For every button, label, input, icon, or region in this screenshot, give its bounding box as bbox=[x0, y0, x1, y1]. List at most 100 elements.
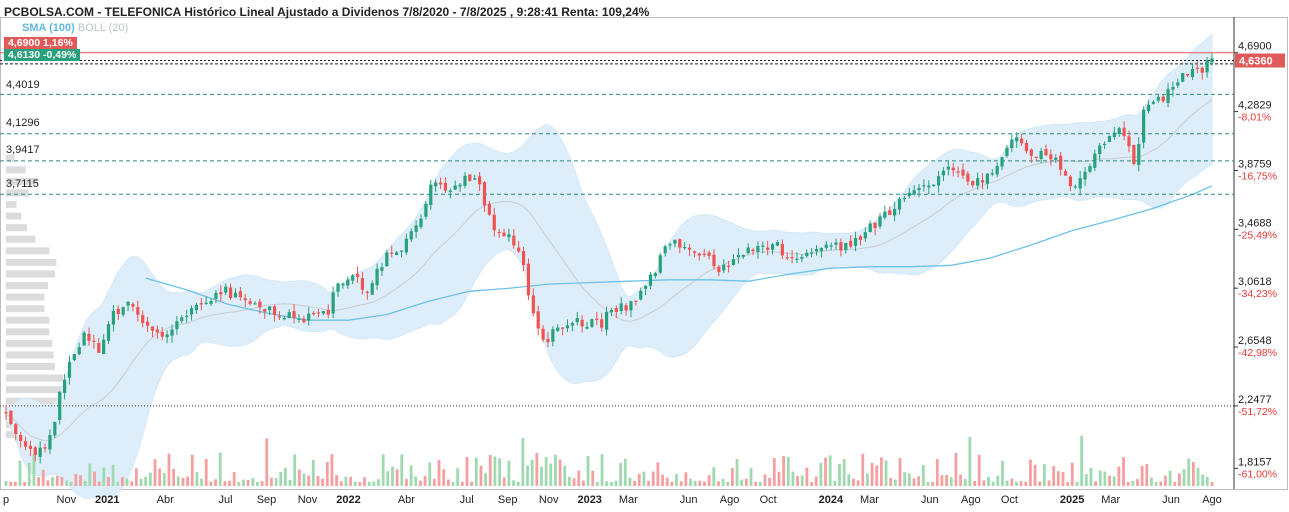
candle-body bbox=[1185, 73, 1190, 76]
candle-body bbox=[702, 253, 706, 255]
volume-bar bbox=[758, 481, 762, 486]
plot-frame bbox=[0, 17, 1288, 490]
candle-body bbox=[341, 283, 345, 286]
candle-body bbox=[507, 234, 511, 238]
volume-bar bbox=[512, 480, 515, 486]
volume-profile-bar bbox=[6, 224, 27, 232]
candle-body bbox=[53, 421, 57, 436]
candle-body bbox=[741, 255, 745, 257]
candle-body bbox=[946, 166, 950, 170]
volume-bar bbox=[754, 481, 758, 486]
volume-bar bbox=[847, 474, 851, 486]
y-tick-label: 4,2829 bbox=[1238, 100, 1272, 112]
candle-body bbox=[707, 252, 711, 256]
candle-body bbox=[72, 354, 76, 361]
volume-bar bbox=[824, 457, 827, 486]
candle-body bbox=[712, 254, 716, 267]
legend-sma[interactable]: SMA (100) bbox=[22, 22, 75, 34]
volume-bar bbox=[111, 464, 115, 486]
volume-bar bbox=[940, 475, 944, 486]
candle-body bbox=[336, 283, 340, 292]
volume-bar bbox=[507, 460, 511, 486]
volume-bar bbox=[749, 468, 753, 486]
volume-bar bbox=[926, 481, 930, 486]
candle-body bbox=[126, 301, 130, 306]
volume-bar bbox=[1168, 470, 1172, 486]
candle-body bbox=[1024, 142, 1029, 152]
volume-bar bbox=[139, 478, 143, 486]
candle-body bbox=[214, 292, 218, 299]
volume-bar bbox=[265, 438, 269, 486]
candle-body bbox=[687, 247, 692, 250]
volume-bar bbox=[614, 480, 618, 486]
volume-bar bbox=[707, 475, 711, 486]
candle-body bbox=[648, 274, 653, 286]
volume-bar bbox=[1201, 474, 1205, 486]
volume-bar bbox=[27, 462, 31, 486]
candle-body bbox=[370, 283, 374, 295]
legend-boll[interactable]: BOLL (20) bbox=[77, 22, 129, 34]
candle-body bbox=[121, 307, 125, 315]
volume-profile-bar bbox=[6, 386, 69, 394]
candle-body bbox=[556, 327, 560, 331]
candle-body bbox=[736, 255, 740, 258]
x-tick-label: Abr bbox=[157, 494, 174, 506]
volume-bar bbox=[107, 476, 110, 486]
x-tick-label: Jun bbox=[1162, 494, 1180, 506]
x-tick-label: Nov bbox=[298, 494, 318, 506]
volume-bar bbox=[1187, 458, 1191, 486]
candle-body bbox=[268, 306, 272, 311]
volume-profile-bar bbox=[6, 189, 29, 197]
volume-profile-bar bbox=[6, 154, 15, 162]
volume-bar bbox=[726, 481, 730, 486]
volume-bar bbox=[526, 465, 529, 486]
chart-legend[interactable]: SMA (100) BOLL (20) bbox=[22, 22, 128, 34]
volume-bar bbox=[842, 459, 846, 486]
volume-bar bbox=[949, 477, 953, 486]
volume-bar bbox=[907, 473, 911, 486]
volume-bar bbox=[730, 467, 734, 486]
volume-bar bbox=[1103, 471, 1107, 486]
volume-bar bbox=[134, 468, 138, 486]
volume-bar bbox=[1047, 480, 1051, 486]
volume-bar bbox=[912, 478, 916, 486]
candle-body bbox=[429, 184, 433, 205]
volume-bar bbox=[437, 459, 441, 486]
volume-bar bbox=[381, 454, 385, 486]
volume-bar bbox=[852, 478, 855, 486]
volume-bar bbox=[162, 473, 166, 486]
volume-bar bbox=[987, 476, 990, 486]
volume-bar bbox=[763, 474, 767, 486]
candle-body bbox=[38, 447, 42, 457]
volume-bar bbox=[288, 480, 292, 486]
candle-body bbox=[844, 242, 848, 251]
candle-body bbox=[561, 327, 565, 329]
volume-profile-bar bbox=[6, 212, 22, 220]
y-tick-pct-label: -51,72% bbox=[1238, 406, 1277, 418]
candle-body bbox=[185, 315, 189, 318]
candle-body bbox=[590, 319, 594, 327]
volume-bar bbox=[386, 470, 390, 486]
volume-bar bbox=[879, 457, 883, 486]
last-price-tag bbox=[1235, 53, 1285, 68]
candle-body bbox=[302, 318, 306, 323]
candle-body bbox=[165, 334, 169, 338]
level-label: 4,1296 bbox=[6, 117, 40, 129]
candle-body bbox=[282, 318, 286, 320]
volume-bar bbox=[37, 477, 40, 486]
candle-body bbox=[204, 302, 208, 304]
volume-bar bbox=[1001, 460, 1004, 486]
volume-bar bbox=[13, 481, 17, 486]
volume-bar bbox=[954, 452, 958, 486]
candle-body bbox=[941, 170, 946, 176]
volume-bar bbox=[991, 481, 995, 486]
volume-bar bbox=[442, 469, 446, 486]
candle-body bbox=[155, 329, 159, 333]
x-tick-label: Ago bbox=[720, 494, 740, 506]
candle-body bbox=[48, 434, 52, 450]
candle-body bbox=[531, 295, 535, 314]
candle-body bbox=[849, 240, 853, 247]
volume-bar bbox=[237, 481, 241, 486]
candle-body bbox=[1015, 137, 1019, 142]
volume-bar bbox=[18, 460, 22, 486]
